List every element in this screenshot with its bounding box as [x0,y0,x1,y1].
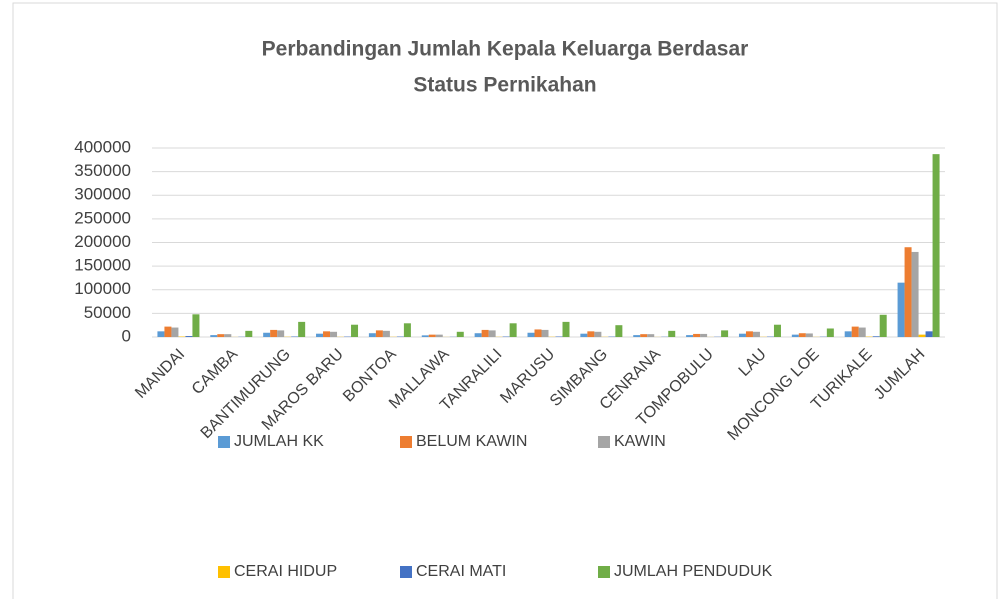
bar [421,335,429,337]
chart-border [12,2,998,599]
y-tick-label: 400000 [74,137,131,156]
bar [435,334,443,337]
bar [721,330,729,337]
bar [488,330,496,337]
legend-swatch [598,436,610,448]
bar [745,331,753,337]
bar [594,331,602,337]
bar [403,323,411,337]
bar [217,334,225,337]
bar [210,335,218,337]
bar [474,333,482,337]
bar [798,333,806,337]
bar [382,330,390,337]
bar [925,331,933,337]
y-tick-label: 50000 [84,303,131,322]
bar [171,327,179,337]
bar [700,333,708,337]
legend-swatch [218,436,230,448]
y-tick-label: 100000 [74,279,131,298]
bar [826,328,834,337]
bar [647,334,655,337]
bar [456,331,464,337]
chart-title: Status Pernikahan [413,74,596,97]
y-tick-label: 300000 [74,185,131,204]
bar [897,282,905,337]
legend-label: JUMLAH PENDUDUK [614,563,773,580]
bar [738,333,746,337]
bar [858,327,866,337]
bar [633,335,641,337]
bar [185,336,193,337]
legend-swatch [218,566,230,578]
bar [368,333,376,337]
legend-swatch [598,566,610,578]
bar [587,331,595,337]
bar [270,329,278,337]
bar [298,321,306,337]
bar [615,325,623,337]
bar [904,247,912,337]
bar [263,332,271,337]
bar [791,334,799,337]
bar [580,333,588,337]
legend-label: CERAI HIDUP [234,563,337,580]
y-tick-label: 200000 [74,232,131,251]
bar [562,321,570,337]
bar [872,336,880,337]
bar [773,324,781,337]
y-tick-label: 250000 [74,208,131,227]
legend-label: CERAI MATI [416,563,506,580]
bar [541,329,549,337]
legend-swatch [400,436,412,448]
bar [323,331,331,337]
bar [668,330,676,337]
bar [932,154,940,337]
bar [844,331,852,337]
bar [693,333,701,337]
bar [805,333,813,337]
bar [245,330,253,337]
bar [534,329,542,337]
bar [192,314,200,337]
legend-label: JUMLAH KK [234,433,324,450]
bar [911,251,919,337]
legend-label: BELUM KAWIN [416,433,527,450]
bar [316,333,324,337]
bar [428,334,436,337]
bar [164,326,172,337]
bar [277,330,285,337]
bar [851,326,859,337]
bar [351,324,359,337]
y-tick-label: 150000 [74,256,131,275]
bar [527,332,535,337]
bar [879,314,887,337]
bar [752,331,760,337]
bar [330,331,338,337]
bar [481,329,489,337]
chart-title: Perbandingan Jumlah Kepala Keluarga Berd… [262,38,749,61]
bar [640,334,648,337]
y-tick-label: 350000 [74,161,131,180]
bar [509,323,517,337]
bar [224,334,232,337]
legend-label: KAWIN [614,433,666,450]
y-tick-label: 0 [122,326,131,345]
bar [375,330,383,337]
bar [157,331,165,337]
bar [686,335,694,337]
bar [918,334,926,337]
legend-swatch [400,566,412,578]
